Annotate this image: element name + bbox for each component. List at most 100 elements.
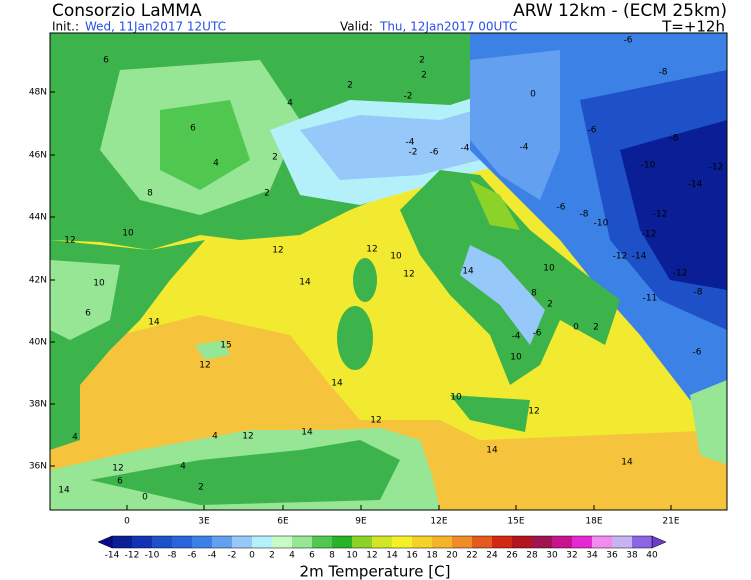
contour-label: 2 xyxy=(198,483,204,493)
title: Consorzio LaMMA xyxy=(52,1,202,21)
colorbar-label: 30 xyxy=(546,551,558,561)
contour-label: 2 xyxy=(347,81,353,91)
colorbar-bin xyxy=(592,536,612,548)
colorbar-label: 22 xyxy=(466,551,477,561)
contour-label: 4 xyxy=(287,99,293,109)
colorbar-bin xyxy=(132,536,152,548)
contour-label: 14 xyxy=(486,446,498,456)
contour-label: -8 xyxy=(694,288,703,298)
init-label: Init.: xyxy=(52,20,79,34)
contour-label: -14 xyxy=(632,252,647,262)
valid-value: Thu, 12Jan2017 00UTC xyxy=(379,20,517,34)
colorbar-label: 18 xyxy=(426,551,438,561)
colorbar-label: 0 xyxy=(249,551,255,561)
colorbar-label: 34 xyxy=(586,551,598,561)
colorbar-bin xyxy=(332,536,352,548)
colorbar-label: 36 xyxy=(606,551,618,561)
lead-time: T=+12h xyxy=(661,18,725,36)
lon-label: 3E xyxy=(198,517,210,527)
contour-label: -12 xyxy=(653,210,668,220)
colorbar-label: -2 xyxy=(228,551,237,561)
colorbar-high-end xyxy=(651,535,667,549)
colorbar-label: -10 xyxy=(145,551,160,561)
colorbar-bin xyxy=(252,536,272,548)
contour-label: 12 xyxy=(528,407,539,417)
colorbar-label: -6 xyxy=(188,551,197,561)
colorbar-label: 8 xyxy=(329,551,335,561)
contour-label: 12 xyxy=(403,270,414,280)
colorbar-low-end xyxy=(97,535,113,549)
colorbar-bin xyxy=(552,536,572,548)
colorbar-label: -8 xyxy=(168,551,177,561)
contour-label: -12 xyxy=(613,252,628,262)
colorbar-label: 26 xyxy=(506,551,518,561)
contour-label: -8 xyxy=(659,68,668,78)
colorbar-bin xyxy=(212,536,232,548)
contour-label: 12 xyxy=(199,361,210,371)
lat-label: 42N xyxy=(29,276,47,286)
colorbar-bin xyxy=(232,536,252,548)
contour-label: -10 xyxy=(594,219,609,229)
colorbar-label: 4 xyxy=(289,551,295,561)
colorbar-bin xyxy=(352,536,372,548)
colorbar-bin xyxy=(412,536,432,548)
colorbar-bin xyxy=(152,536,172,548)
contour-label: 12 xyxy=(242,432,253,442)
colorbar-label: 16 xyxy=(406,551,418,561)
contour-label: 2 xyxy=(547,300,553,310)
contour-label: 15 xyxy=(220,341,231,351)
contour-label: -6 xyxy=(624,36,633,46)
contour-label: 6 xyxy=(117,477,123,487)
contour-label: 12 xyxy=(272,246,283,256)
colorbar-label: 32 xyxy=(566,551,577,561)
map-frame xyxy=(49,32,728,511)
lat-label: 38N xyxy=(29,400,47,410)
contour-label: 4 xyxy=(213,159,219,169)
contour-label: 14 xyxy=(301,428,313,438)
contour-label: 2 xyxy=(264,189,270,199)
contour-label: -6 xyxy=(693,348,702,358)
lat-label: 46N xyxy=(29,151,47,161)
contour-label: -14 xyxy=(688,180,703,190)
contour-label: -11 xyxy=(643,294,658,304)
contour-label: 2 xyxy=(272,153,278,163)
colorbar-label: 20 xyxy=(446,551,458,561)
contour-label: 4 xyxy=(72,433,78,443)
colorbar-label: 6 xyxy=(309,551,315,561)
colorbar-bin xyxy=(452,536,472,548)
contour-label: 14 xyxy=(331,379,343,389)
contour-label: 12 xyxy=(112,464,123,474)
colorbar-bin xyxy=(612,536,632,548)
contour-label: -2 xyxy=(404,92,413,102)
contour-label: 0 xyxy=(530,90,536,100)
contour-label: -12 xyxy=(709,163,724,173)
contour-label: -12 xyxy=(673,269,688,279)
colorbar-label: 12 xyxy=(366,551,377,561)
colorbar-bin xyxy=(112,536,132,548)
lat-label: 36N xyxy=(29,462,47,472)
contour-label: -4 xyxy=(406,138,415,148)
colorbar-label: 40 xyxy=(646,551,658,561)
temperature-field xyxy=(50,33,727,510)
colorbar-bin xyxy=(272,536,292,548)
contour-label: 4 xyxy=(180,462,186,472)
colorbar-label: -4 xyxy=(208,551,217,561)
contour-label: -2 xyxy=(409,148,418,158)
lon-label: 0 xyxy=(124,517,130,527)
colorbar-bin xyxy=(532,536,552,548)
colorbar-bin xyxy=(432,536,452,548)
contour-label: 10 xyxy=(390,252,402,262)
colorbar-label: 38 xyxy=(626,551,638,561)
contour-label: 6 xyxy=(190,124,196,134)
contour-label: 4 xyxy=(212,432,218,442)
colorbar-frame xyxy=(111,535,653,549)
colorbar-label: 14 xyxy=(386,551,398,561)
contour-label: -6 xyxy=(430,148,439,158)
colorbar-bin xyxy=(192,536,212,548)
contour-label: -12 xyxy=(642,230,657,240)
contour-label: 6 xyxy=(85,309,91,319)
lat-label: 44N xyxy=(29,213,47,223)
contour-label: 8 xyxy=(147,189,153,199)
